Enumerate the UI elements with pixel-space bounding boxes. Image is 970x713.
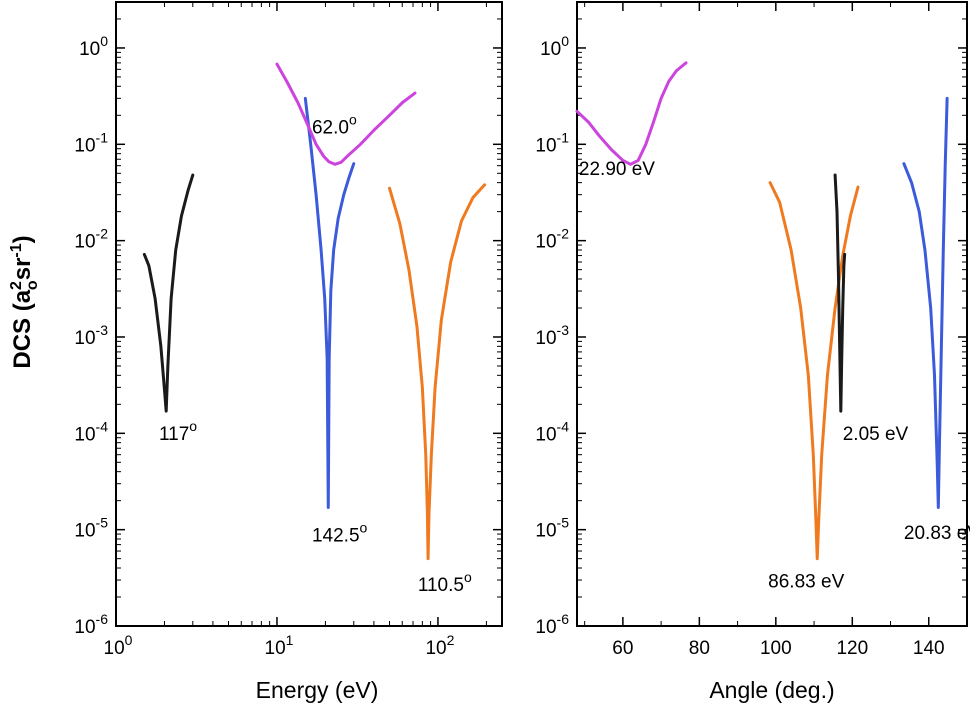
plot-frame <box>576 1 968 627</box>
series-line <box>768 181 860 561</box>
annotation-label: 117o <box>159 418 197 445</box>
y-tick-label: 10-4 <box>74 418 108 445</box>
x-tick-label: 140 <box>913 638 945 659</box>
annotation-label: 86.83 eV <box>768 572 844 593</box>
y-tick-label: 10-3 <box>74 322 108 349</box>
x-tick-label: 100 <box>104 632 133 659</box>
annotation-label: 142.5o <box>312 520 368 547</box>
series-line <box>387 183 487 561</box>
series-line <box>575 61 688 166</box>
x-tick-label: 60 <box>612 638 633 659</box>
series-line <box>142 173 195 413</box>
x-tick-label: 102 <box>425 632 454 659</box>
y-tick-label: 100 <box>540 33 569 60</box>
plot-frame <box>115 1 503 627</box>
series-line <box>833 173 847 413</box>
x-tick-label: 80 <box>689 638 710 659</box>
y-tick-label: 10-3 <box>535 322 569 349</box>
annotation-label: 62.0o <box>312 111 357 138</box>
y-tick-label: 10-6 <box>535 611 569 638</box>
y-tick-label: 10-4 <box>535 418 569 445</box>
x-axis-title: Energy (eV) <box>256 677 379 703</box>
annotation-label: 22.90 eV <box>579 159 655 180</box>
y-tick-label: 10-2 <box>74 226 108 253</box>
y-axis-title: DCS (a2osr-1) <box>8 235 41 368</box>
y-tick-label: 10-1 <box>535 129 569 156</box>
x-tick-label: 100 <box>760 638 792 659</box>
y-tick-label: 10-6 <box>74 611 108 638</box>
annotation-label: 110.5o <box>418 569 472 596</box>
y-tick-label: 10-5 <box>74 515 108 542</box>
panel-right-angle: 100 10-1 10-2 10-3 10-4 10-5 10-6 60 80 100 120 140… <box>535 1 970 703</box>
y-tick-label: 10-2 <box>535 226 569 253</box>
annotation-label: 20.83 eV <box>904 523 970 544</box>
y-tick-label: 10-5 <box>535 515 569 542</box>
y-tick-label: 100 <box>79 33 108 60</box>
series-line <box>902 96 949 509</box>
x-axis-title: Angle (deg.) <box>709 677 834 703</box>
x-tick-label: 120 <box>836 638 868 659</box>
y-tick-label: 10-1 <box>74 129 108 156</box>
annotation-label: 2.05 eV <box>843 424 909 445</box>
series-line <box>275 62 417 166</box>
series-line <box>303 96 356 509</box>
x-tick-label: 101 <box>265 632 294 659</box>
